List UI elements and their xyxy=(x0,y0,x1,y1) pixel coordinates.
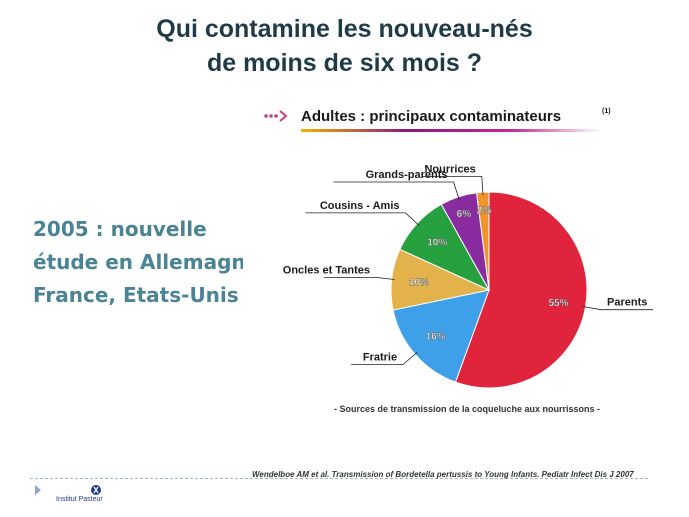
study-note-line-2: étude en Allemagne xyxy=(33,250,243,274)
pie-category-label-cousins-amis: Cousins - Amis xyxy=(320,200,400,212)
pie-category-label-grands-parents: Grands-parents xyxy=(366,169,448,181)
pie-category-label-oncles-et-tantes: Oncles et Tantes xyxy=(283,264,370,276)
pie-value-label-nourrices: 2% xyxy=(477,205,492,216)
citation: Wendelboe AM et al. Transmission of Bord… xyxy=(252,470,634,479)
slide-title: Qui contamine les nouveau-nés de moins d… xyxy=(0,12,689,80)
study-note: 2005 : nouvelle étude en Allemagne Franc… xyxy=(33,213,243,312)
study-note-line-3: France, Etats-Unis xyxy=(33,283,239,307)
pie-category-label-parents: Parents xyxy=(607,297,647,309)
pie-leader-grands-parents xyxy=(333,181,460,200)
pie-slices xyxy=(390,191,588,389)
pie-leader-parents xyxy=(582,306,653,311)
institut-pasteur-logo: Institut Pasteur xyxy=(33,482,123,508)
pie-labels: 55% Parents 16% Fratrie 10% Oncles et Tantes 1… xyxy=(283,164,648,364)
chart-title-note: (1) xyxy=(602,108,611,115)
logo-graphic xyxy=(35,485,101,495)
chart-title: Adultes : principaux contaminateurs xyxy=(301,108,561,125)
pie-value-label-grands-parents: 6% xyxy=(457,209,472,220)
pie-category-label-nourrices: Nourrices xyxy=(424,164,475,176)
pie-leader-fratrie xyxy=(351,351,418,365)
pie-category-label-fratrie: Fratrie xyxy=(363,351,397,363)
pie-value-label-fratrie: 16% xyxy=(426,332,446,343)
title-line-1: Qui contamine les nouveau-nés xyxy=(156,15,533,43)
footer-divider xyxy=(30,478,648,479)
pie-value-label-oncles-et-tantes: 10% xyxy=(409,278,429,289)
pie-leader-nourrices xyxy=(421,176,484,196)
pie-leader-oncles-et-tantes xyxy=(324,276,395,280)
pie-value-label-parents: 55% xyxy=(548,298,568,309)
pie-leader-lines xyxy=(305,176,653,365)
chart-caption: - Sources de transmission de la coqueluc… xyxy=(334,404,600,414)
study-note-line-1: 2005 : nouvelle xyxy=(33,217,207,241)
logo-text: Institut Pasteur xyxy=(56,496,103,503)
title-line-2: de moins de six mois ? xyxy=(206,49,483,77)
pie-value-label-cousins-amis: 10% xyxy=(427,238,447,249)
logo-arrow-icon xyxy=(35,485,41,495)
chart-title-underline xyxy=(301,129,601,132)
pie-leader-cousins-amis xyxy=(305,212,420,226)
pie-chart: Adultes : principaux contaminateurs (1) … xyxy=(264,108,653,414)
chart-title-arrow-icon xyxy=(264,110,288,122)
